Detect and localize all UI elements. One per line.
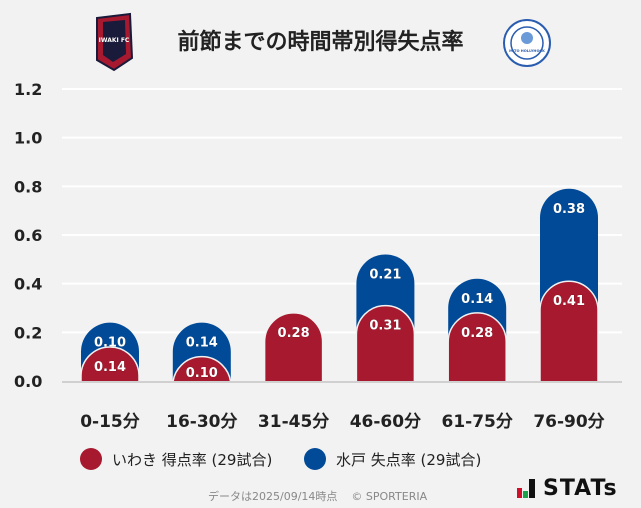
legend-swatch xyxy=(80,448,102,470)
x-tick-label: 31-45分 xyxy=(258,412,329,432)
bar-home xyxy=(355,304,416,381)
stats-bars-icon xyxy=(517,478,535,498)
x-tick-label: 16-30分 xyxy=(166,412,237,432)
data-label: 0.14 xyxy=(94,360,126,375)
data-date: データは2025/09/14時点 xyxy=(208,490,338,503)
stats-brand: STATs xyxy=(543,476,618,501)
bar-home xyxy=(80,346,140,381)
legend-item-home: いわき 得点率 (29試合) xyxy=(80,448,272,470)
bar-home xyxy=(263,312,324,381)
bar-home xyxy=(447,312,507,381)
footer: データは2025/09/14時点 © SPORTERIA xyxy=(208,488,427,504)
copyright: © SPORTERIA xyxy=(351,490,428,503)
x-tick-label: 0-15分 xyxy=(80,412,140,432)
y-tick-label: 0.4 xyxy=(14,275,42,294)
y-tick-label: 0.8 xyxy=(14,177,42,196)
data-label: 0.41 xyxy=(553,294,585,309)
data-label: 0.21 xyxy=(369,267,401,282)
mito-logo-text: MITO HOLLYHOCK xyxy=(509,49,545,53)
y-tick-label: 1.0 xyxy=(14,129,42,148)
legend-label: 水戸 失点率 (29試合) xyxy=(336,450,482,469)
data-label: 0.10 xyxy=(94,336,126,351)
y-tick-label: 1.2 xyxy=(14,80,42,99)
legend-swatch xyxy=(304,448,326,470)
iwaki-fc-logo: IWAKI FC xyxy=(96,12,134,72)
data-label: 0.28 xyxy=(278,326,310,341)
legend-label: いわき 得点率 (29試合) xyxy=(112,450,273,469)
stats-logo: STATs xyxy=(517,476,618,501)
x-tick-label: 61-75分 xyxy=(442,412,513,432)
mito-hollyhock-logo: MITO HOLLYHOCK xyxy=(503,19,551,67)
x-tick-label: 76-90分 xyxy=(533,412,604,432)
data-label: 0.14 xyxy=(186,336,218,351)
y-tick-label: 0.6 xyxy=(14,226,42,245)
legend-item-away: 水戸 失点率 (29試合) xyxy=(304,448,481,470)
x-tick-label: 46-60分 xyxy=(350,412,421,432)
bar-home xyxy=(172,355,232,381)
data-label: 0.31 xyxy=(369,319,401,334)
iwaki-logo-text: IWAKI FC xyxy=(99,37,130,44)
data-label: 0.38 xyxy=(553,202,585,217)
y-tick-label: 0.0 xyxy=(14,372,42,391)
chart-title: 前節までの時間帯別得失点率 xyxy=(177,30,464,55)
bar-home xyxy=(539,280,599,381)
y-tick-label: 0.2 xyxy=(14,323,42,342)
data-label: 0.10 xyxy=(186,366,218,381)
data-label: 0.14 xyxy=(461,292,493,307)
data-label: 0.28 xyxy=(461,326,493,341)
